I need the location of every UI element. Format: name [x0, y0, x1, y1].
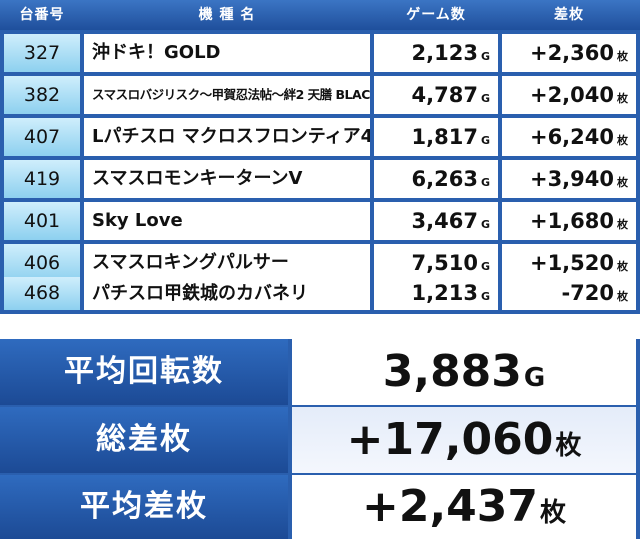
- game-count-value: 1,817: [411, 125, 478, 149]
- coin-unit: 枚: [617, 260, 628, 273]
- summary-row-average-spins: 平均回転数 3,883G: [0, 339, 640, 405]
- game-unit: G: [480, 50, 490, 63]
- results-table: 台番号 機 種 名 ゲーム数 差枚 327 沖ドキ！GOLD 2,123 G +2…: [0, 0, 640, 314]
- average-difference-label: 平均差枚: [0, 475, 288, 539]
- header-game-count: ゲーム数: [406, 7, 466, 23]
- header-machine-number: 台番号: [19, 7, 65, 23]
- summary-row-total-difference: 総差枚 +17,060枚: [0, 407, 640, 473]
- game-count-value: 1,213: [411, 281, 478, 305]
- coin-difference: +3,940 枚: [502, 160, 636, 198]
- game-count-value: 7,510: [411, 251, 478, 275]
- machine-name: パチスロ甲鉄城のカバネリ: [84, 277, 370, 310]
- game-count: 1,817 G: [374, 118, 498, 156]
- coin-difference: +1,680 枚: [502, 202, 636, 240]
- coin-difference: +2,040 枚: [502, 76, 636, 114]
- coin-unit: 枚: [617, 176, 628, 189]
- game-unit: G: [480, 290, 490, 303]
- game-unit: G: [480, 260, 490, 273]
- table-row: 419 スマスロモンキーターンV 6,263 G +3,940 枚: [4, 160, 636, 198]
- coin-difference: -720 枚: [502, 277, 636, 310]
- total-difference-unit: 枚: [555, 431, 582, 461]
- machine-name: Lパチスロ マクロスフロンティア4: [84, 118, 370, 156]
- coin-unit: 枚: [617, 218, 628, 231]
- average-spins-unit: G: [523, 363, 546, 393]
- machine-number: 468: [4, 277, 80, 310]
- game-count-value: 6,263: [411, 167, 478, 191]
- machine-number: 382: [4, 76, 80, 114]
- machine-number: 327: [4, 34, 80, 72]
- total-difference-value: +17,060枚: [292, 407, 636, 473]
- summary-row-average-difference: 平均差枚 +2,437枚: [0, 475, 640, 539]
- average-difference-number: +2,437: [361, 481, 539, 532]
- coin-unit: 枚: [617, 134, 628, 147]
- total-difference-label: 総差枚: [0, 407, 288, 473]
- coin-difference: +6,240 枚: [502, 118, 636, 156]
- machine-name: 沖ドキ！GOLD: [84, 34, 370, 72]
- machine-name: スマスロバジリスク～甲賀忍法帖～絆2 天膳 BLACK EDITION: [84, 76, 370, 114]
- average-difference-unit: 枚: [540, 498, 567, 528]
- game-count: 6,263 G: [374, 160, 498, 198]
- machine-name: スマスロキングパルサー: [84, 244, 370, 282]
- machine-number: 401: [4, 202, 80, 240]
- game-count: 2,123 G: [374, 34, 498, 72]
- machine-name: スマスロモンキーターンV: [84, 160, 370, 198]
- header-coin-difference: 差枚: [554, 7, 584, 23]
- summary-panel: 平均回転数 3,883G 総差枚 +17,060枚 平均差枚 +2,437枚: [0, 339, 640, 539]
- coin-difference-value: +6,240: [529, 125, 614, 149]
- game-count: 3,467 G: [374, 202, 498, 240]
- coin-unit: 枚: [617, 92, 628, 105]
- coin-difference-value: +3,940: [529, 167, 614, 191]
- coin-unit: 枚: [617, 290, 628, 303]
- game-count-value: 3,467: [411, 209, 478, 233]
- machine-number: 419: [4, 160, 80, 198]
- table-row: 382 スマスロバジリスク～甲賀忍法帖～絆2 天膳 BLACK EDITION …: [4, 76, 636, 114]
- machine-name: Sky Love: [84, 202, 370, 240]
- average-spins-value: 3,883G: [292, 339, 636, 405]
- game-count-value: 2,123: [411, 41, 478, 65]
- machine-number: 406: [4, 244, 80, 282]
- game-count: 1,213 G: [374, 277, 498, 310]
- table-row: 401 Sky Love 3,467 G +1,680 枚: [4, 202, 636, 240]
- game-count: 4,787 G: [374, 76, 498, 114]
- game-unit: G: [480, 92, 490, 105]
- coin-difference-value: +2,360: [529, 41, 614, 65]
- game-count-value: 4,787: [411, 83, 478, 107]
- game-unit: G: [480, 176, 490, 189]
- game-unit: G: [480, 218, 490, 231]
- average-spins-label: 平均回転数: [0, 339, 288, 405]
- game-count: 7,510 G: [374, 244, 498, 282]
- coin-difference: +2,360 枚: [502, 34, 636, 72]
- table-row: 406 スマスロキングパルサー 7,510 G +1,520 枚: [4, 244, 636, 282]
- game-unit: G: [480, 134, 490, 147]
- coin-difference-value: +1,520: [529, 251, 614, 275]
- header-machine-name: 機 種 名: [198, 7, 256, 23]
- average-spins-number: 3,883: [382, 346, 522, 397]
- table-row: 468 パチスロ甲鉄城のカバネリ 1,213 G -720 枚: [4, 277, 636, 310]
- total-difference-number: +17,060: [346, 414, 554, 465]
- average-difference-value: +2,437枚: [292, 475, 636, 539]
- coin-unit: 枚: [617, 50, 628, 63]
- coin-difference: +1,520 枚: [502, 244, 636, 282]
- coin-difference-value: -720: [561, 281, 614, 305]
- coin-difference-value: +1,680: [529, 209, 614, 233]
- table-header: 台番号 機 種 名 ゲーム数 差枚: [0, 0, 640, 30]
- machine-number: 407: [4, 118, 80, 156]
- table-row: 327 沖ドキ！GOLD 2,123 G +2,360 枚: [4, 34, 636, 72]
- coin-difference-value: +2,040: [529, 83, 614, 107]
- table-row: 407 Lパチスロ マクロスフロンティア4 1,817 G +6,240 枚: [4, 118, 636, 156]
